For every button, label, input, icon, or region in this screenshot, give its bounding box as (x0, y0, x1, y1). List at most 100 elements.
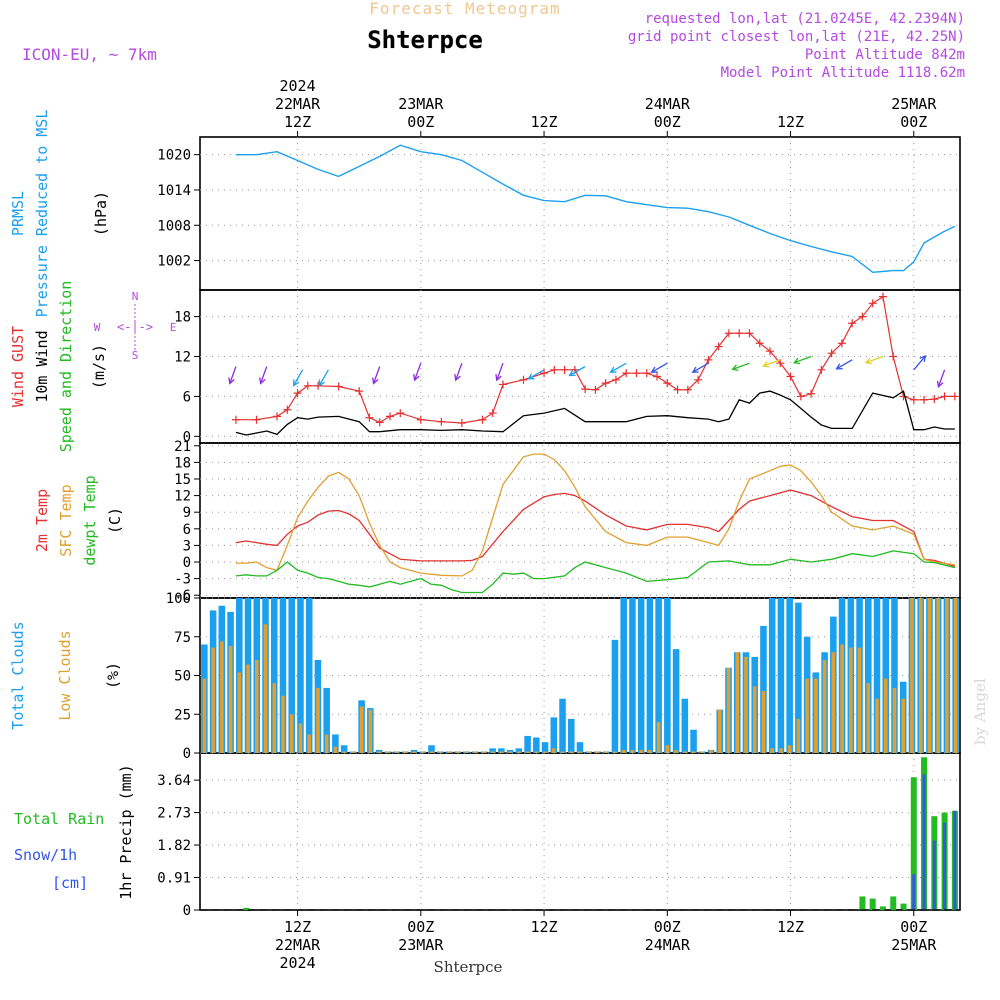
ytick-label-temp: 21 (174, 439, 191, 455)
wind-arrow-head (792, 357, 801, 365)
panel-frame-pressure (199, 136, 961, 291)
xtick-top-label: 00Z (654, 113, 681, 131)
total-cloud-bar (629, 598, 636, 753)
panel-frame-temp (199, 442, 961, 599)
xtick-bottom-label: 25MAR (891, 936, 937, 954)
low-cloud-bar (831, 652, 836, 753)
wind-direction-arrow (495, 362, 504, 382)
low-cloud-bar (420, 751, 425, 753)
wind-arrow-shaft (651, 362, 668, 373)
low-cloud-bar (752, 686, 757, 753)
wind-gust-marker (334, 382, 343, 391)
total-cloud-bar (760, 625, 767, 753)
ytick-label-precip: 0 (183, 903, 191, 919)
low-cloud-bar (805, 678, 809, 753)
low-cloud-bar (455, 751, 460, 753)
low-cloud-bar (499, 751, 504, 753)
ytick-label-wind: 18 (174, 310, 191, 326)
wind-direction-arrow (936, 369, 946, 389)
wind-gust-marker (273, 412, 282, 421)
pressure-line (235, 144, 956, 274)
xtick-top-label: 23MAR (398, 95, 444, 113)
wind-gust-marker (478, 415, 487, 424)
low-cloud-bar (648, 749, 652, 753)
low-cloud-bar (333, 746, 338, 753)
low-cloud-bar (604, 751, 608, 753)
low-cloud-bar (508, 751, 512, 753)
model-altitude: Model Point Altitude 1118.62m (721, 65, 965, 81)
low-cloud-bar (787, 745, 792, 753)
rain-bar (869, 898, 876, 910)
total-cloud-bar (768, 598, 776, 753)
wind-arrow-shaft (913, 355, 926, 371)
side-label-wind: 10m Wind (33, 330, 51, 402)
low-cloud-bar (744, 656, 748, 753)
low-cloud-bar (403, 751, 408, 753)
compass-north: N (132, 290, 139, 303)
total-cloud-bar (681, 698, 689, 753)
low-cloud-bar (621, 749, 626, 753)
low-cloud-bar (717, 709, 722, 753)
low-cloud-bar (761, 691, 766, 753)
low-cloud-bar (857, 647, 862, 753)
total-cloud-bar (279, 598, 287, 753)
wind-gust-marker (909, 395, 918, 404)
low-cloud-bar (639, 749, 643, 753)
wind-arrow-shaft (318, 369, 329, 386)
wind-gust-marker (622, 369, 631, 378)
wind-arrow-head (568, 370, 576, 377)
wind-direction-arrow (835, 359, 853, 370)
ytick-label-temp: -6 (174, 588, 191, 604)
low-cloud-bar (490, 751, 495, 753)
wind-arrow-head (413, 374, 420, 382)
wind-gust-marker (807, 389, 816, 398)
total-cloud-bar (524, 735, 531, 753)
low-cloud-bar (927, 598, 932, 753)
precip-axis-label: 1hr Precip (mm) (117, 764, 135, 899)
low-cloud-bar (901, 698, 905, 753)
grid-lines (200, 137, 960, 911)
meteogram-subtitle: Forecast Meteogram (369, 0, 560, 18)
xtick-bottom-label: 00Z (654, 918, 681, 936)
total-cloud-bar (332, 734, 339, 753)
side-label-clouds: Low Clouds (56, 630, 74, 720)
low-cloud-bar (595, 751, 600, 753)
total-cloud-bar (533, 737, 540, 753)
xtick-bottom-label: 23MAR (398, 936, 444, 954)
low-cloud-bar (307, 734, 311, 753)
wind-gust-marker (386, 412, 394, 421)
gridpoint-coords: grid point closest lon,lat (21E, 42.25N) (628, 29, 965, 45)
xtick-bottom-label: 24MAR (645, 936, 691, 954)
xtick-top-label: 12Z (284, 113, 311, 131)
low-cloud-bar (779, 748, 783, 753)
wind-gust-marker (396, 409, 405, 418)
side-label-temp: dewpt Temp (81, 475, 99, 565)
wind-arrow-shaft (763, 359, 781, 367)
ytick-label-temp: 6 (183, 522, 191, 538)
low-cloud-bar (691, 751, 696, 753)
total-cloud-bar (882, 598, 890, 753)
low-cloud-bar (726, 667, 731, 753)
low-cloud-bar (351, 751, 355, 753)
low-cloud-bar (892, 687, 897, 753)
low-cloud-bar (482, 751, 486, 753)
wind-arrow-head (835, 363, 843, 370)
wind-arrow-shaft (732, 362, 750, 370)
rain-bar (879, 906, 886, 910)
wind-direction-arrow (792, 355, 812, 365)
rain-bar (859, 896, 866, 910)
total-cloud-bar (288, 598, 295, 753)
wind-gust-marker (550, 365, 559, 374)
wind-arrow-head (919, 354, 927, 363)
xtick-bottom-label: 12Z (777, 918, 804, 936)
xtick-top-label: 00Z (900, 113, 927, 131)
side-label-wind: Speed and Direction (57, 281, 75, 453)
compass-arrows: <-|-> (117, 320, 153, 334)
side-label-temp: 2m Temp (33, 489, 51, 552)
low-cloud-bar (866, 683, 871, 753)
wind-arrow-head (609, 366, 617, 373)
wind-gust-marker (796, 392, 805, 401)
precip-unit-label: [cm] (52, 874, 88, 892)
side-label-pressure: Pressure Reduced to MSL (33, 110, 51, 318)
